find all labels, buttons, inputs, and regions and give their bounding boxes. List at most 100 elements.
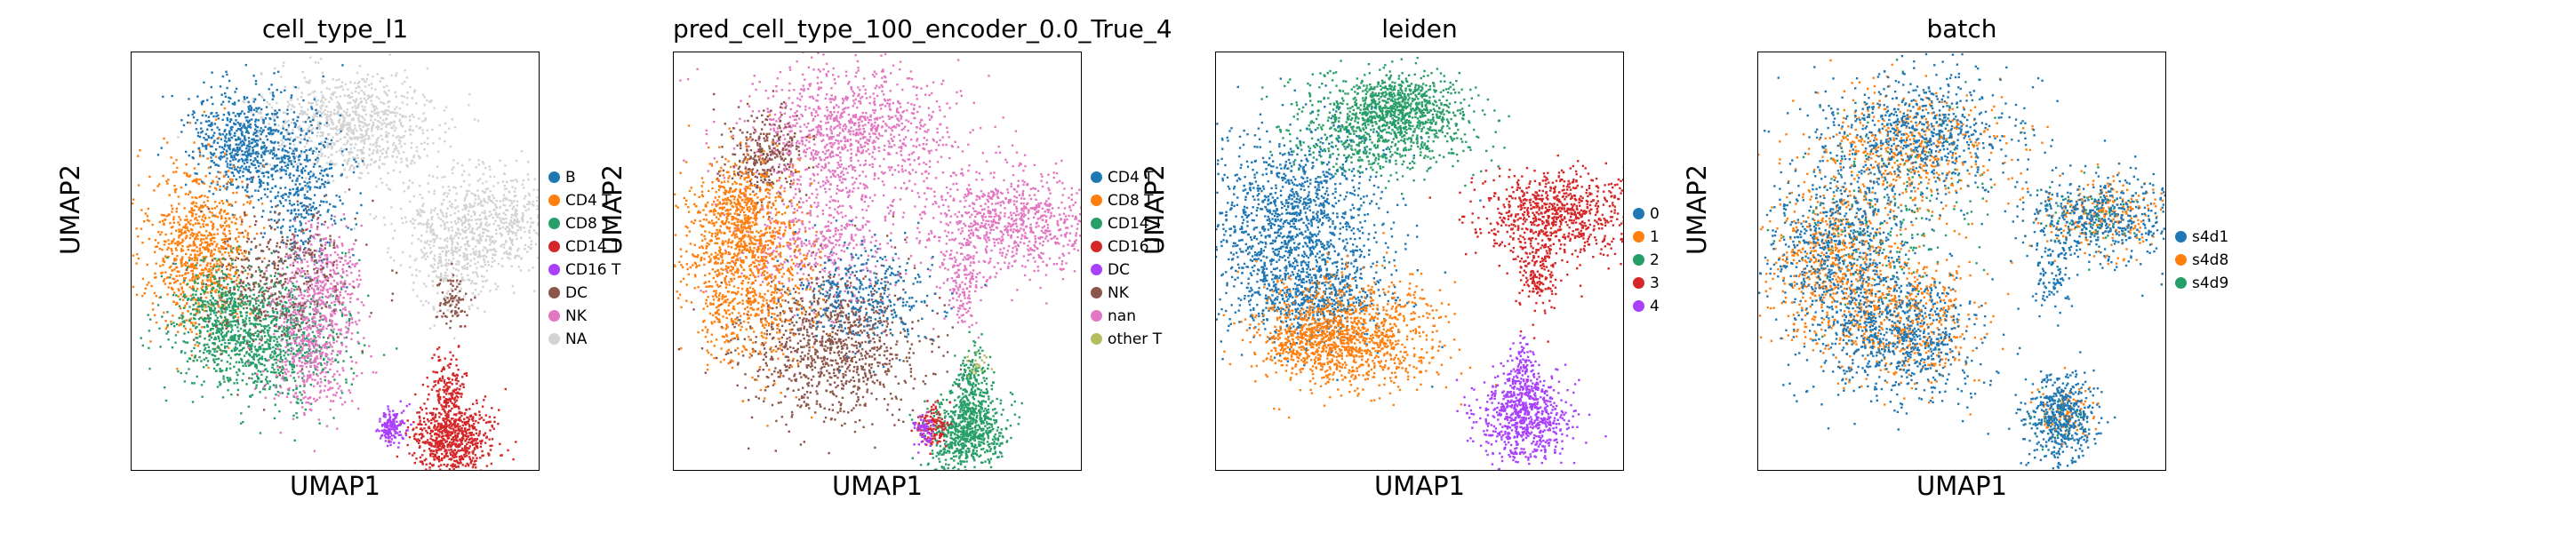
data-point — [349, 355, 352, 359]
data-point — [322, 144, 324, 147]
data-point — [190, 258, 194, 261]
data-point — [404, 80, 406, 84]
data-point — [372, 143, 374, 147]
data-point — [172, 238, 175, 241]
data-point — [260, 203, 264, 205]
data-point — [243, 141, 245, 144]
data-point — [263, 99, 266, 101]
data-point — [443, 193, 445, 195]
data-point — [223, 145, 227, 147]
data-point — [413, 89, 417, 91]
data-point — [229, 356, 232, 360]
data-point — [511, 208, 514, 211]
data-point — [284, 357, 287, 360]
data-point — [184, 226, 188, 229]
data-point — [301, 330, 305, 334]
data-point — [199, 195, 202, 198]
data-point — [337, 361, 340, 363]
data-point — [273, 219, 276, 222]
data-point — [319, 58, 323, 60]
data-point — [210, 182, 213, 185]
data-point — [412, 282, 415, 284]
data-point — [228, 218, 231, 220]
data-point — [508, 204, 512, 207]
data-point — [235, 279, 238, 282]
data-point — [219, 146, 221, 148]
data-point — [228, 276, 230, 279]
data-point — [198, 149, 201, 152]
data-point — [234, 338, 236, 340]
data-point — [163, 214, 165, 217]
data-point — [334, 163, 338, 165]
data-point — [513, 220, 516, 223]
data-point — [497, 181, 500, 185]
data-point — [489, 211, 492, 213]
data-point — [380, 123, 384, 125]
data-point — [258, 304, 260, 307]
data-point — [341, 203, 344, 205]
data-point — [276, 376, 278, 378]
data-point — [251, 377, 253, 380]
data-point — [163, 311, 165, 314]
data-point — [191, 262, 194, 266]
data-point — [268, 132, 271, 136]
data-point — [212, 343, 216, 346]
data-point — [235, 168, 237, 171]
data-point — [216, 141, 220, 145]
data-point — [282, 127, 284, 130]
data-point — [248, 316, 251, 320]
data-point — [394, 115, 397, 117]
data-point — [300, 346, 302, 348]
data-point — [198, 252, 202, 255]
data-point — [319, 312, 322, 315]
data-point — [282, 349, 285, 353]
data-point — [272, 293, 275, 297]
data-point — [435, 274, 438, 278]
data-point — [243, 112, 246, 115]
data-point — [532, 266, 534, 269]
data-point — [266, 195, 269, 198]
data-point — [417, 155, 420, 157]
data-point — [444, 227, 447, 229]
data-point — [190, 211, 193, 214]
data-point — [177, 295, 180, 298]
data-point — [292, 333, 295, 336]
data-point — [272, 168, 275, 171]
data-point — [210, 242, 213, 245]
data-point — [492, 201, 494, 204]
data-point — [291, 105, 294, 107]
data-point — [220, 200, 223, 203]
data-point — [469, 204, 472, 207]
data-point — [453, 220, 457, 223]
data-point — [177, 240, 180, 243]
data-point — [203, 137, 205, 139]
data-point — [222, 238, 226, 241]
data-point — [170, 204, 173, 207]
data-point — [269, 315, 273, 318]
data-point — [317, 123, 320, 126]
data-point — [218, 380, 221, 384]
data-point — [238, 169, 242, 172]
data-point — [282, 204, 285, 208]
data-point — [320, 155, 323, 157]
data-point — [243, 287, 245, 290]
data-point — [249, 105, 252, 107]
data-point — [410, 162, 412, 165]
data-point — [237, 143, 240, 147]
data-point — [228, 251, 230, 254]
data-point — [429, 231, 432, 234]
data-point — [364, 134, 367, 137]
data-point — [260, 154, 263, 156]
data-point — [223, 323, 227, 326]
data-point — [175, 303, 178, 306]
data-point — [373, 112, 376, 115]
data-point — [255, 365, 258, 368]
data-point — [195, 298, 197, 301]
data-point — [239, 166, 242, 170]
data-point — [217, 320, 220, 322]
data-point — [298, 158, 300, 162]
data-point — [224, 152, 227, 155]
data-point — [238, 124, 242, 127]
data-point — [192, 242, 195, 244]
data-point — [343, 159, 346, 162]
